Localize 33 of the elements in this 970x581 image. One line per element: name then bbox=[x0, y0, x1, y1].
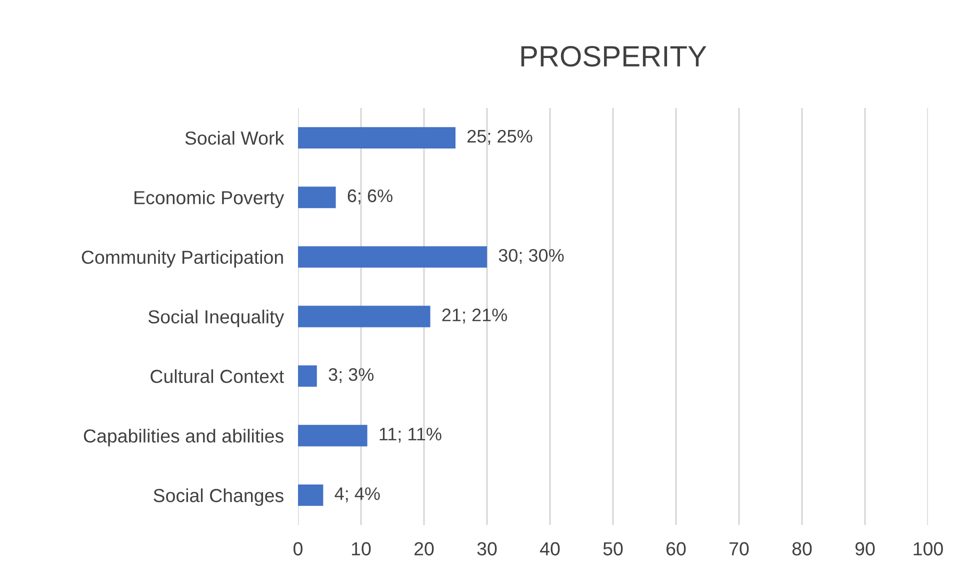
data-label: 21; 21% bbox=[442, 308, 508, 324]
x-tick-label: 90 bbox=[855, 542, 875, 556]
bar bbox=[298, 186, 336, 208]
data-label: 3; 3% bbox=[328, 368, 374, 384]
x-tick-label: 100 bbox=[914, 542, 943, 556]
data-label: 6; 6% bbox=[348, 189, 392, 204]
y-tick-label: Social Changes bbox=[154, 488, 284, 506]
y-tick-label: Social Inequality bbox=[148, 310, 284, 328]
y-tick-label: Cultural Context bbox=[150, 369, 284, 384]
x-tick-label: 10 bbox=[352, 542, 371, 556]
data-label: 25; 25% bbox=[468, 130, 532, 145]
y-tick-label: Social Work bbox=[185, 130, 284, 145]
x-tick-label: 40 bbox=[540, 542, 560, 556]
data-label: 30; 30% bbox=[498, 248, 564, 264]
y-tick-label: Capabilities and abilities bbox=[84, 428, 284, 446]
bar bbox=[298, 127, 456, 149]
x-tick-label: 0 bbox=[294, 542, 302, 556]
x-tick-label: 20 bbox=[414, 542, 434, 556]
x-tick-label: 70 bbox=[730, 542, 749, 556]
x-tick-label: 60 bbox=[666, 542, 686, 556]
x-tick-label: 30 bbox=[477, 542, 497, 556]
y-tick-label: Community Participation bbox=[82, 250, 283, 268]
chart-title: PROSPERITY bbox=[521, 46, 706, 67]
bar bbox=[298, 365, 317, 387]
x-tick-label: 80 bbox=[792, 542, 812, 556]
bar bbox=[298, 484, 324, 506]
bar bbox=[298, 424, 368, 446]
data-label: 11; 11% bbox=[380, 428, 442, 443]
x-tick-label: 50 bbox=[603, 542, 623, 556]
data-label: 4; 4% bbox=[334, 487, 380, 502]
bar bbox=[298, 246, 487, 268]
bar bbox=[298, 306, 430, 328]
y-tick-label: Economic Poverty bbox=[134, 190, 284, 208]
